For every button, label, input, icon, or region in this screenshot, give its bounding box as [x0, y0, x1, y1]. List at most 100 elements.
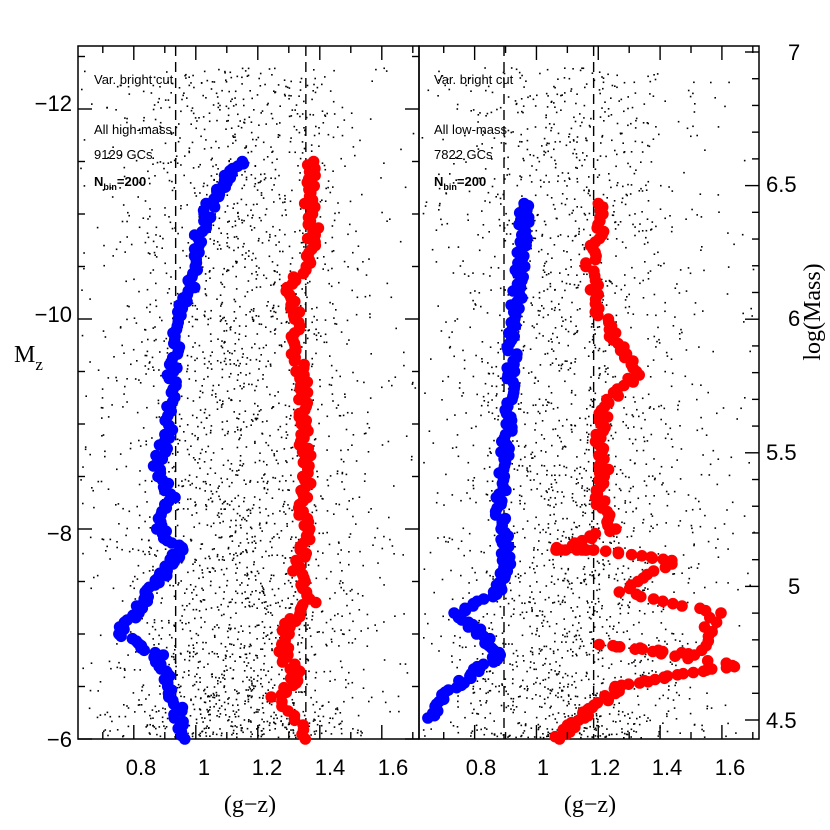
background-point — [356, 380, 359, 382]
background-point — [538, 160, 541, 163]
background-point — [588, 389, 590, 392]
background-point — [597, 652, 600, 654]
background-point — [226, 650, 228, 652]
background-point — [526, 148, 529, 151]
background-point — [598, 374, 601, 377]
background-point — [276, 271, 278, 273]
background-point — [362, 261, 364, 263]
background-point — [164, 214, 166, 216]
background-point — [307, 659, 310, 662]
background-point — [221, 558, 224, 561]
background-point — [520, 178, 522, 181]
background-point — [248, 116, 251, 118]
background-point — [329, 670, 332, 673]
background-point — [234, 530, 237, 532]
background-point — [203, 314, 206, 316]
background-point — [284, 233, 286, 236]
background-point — [259, 85, 262, 87]
background-point — [285, 572, 288, 575]
background-point — [273, 536, 275, 538]
background-point — [591, 736, 593, 738]
background-point — [629, 459, 632, 461]
background-point — [581, 477, 583, 479]
background-point — [676, 283, 678, 285]
background-point — [149, 215, 151, 218]
background-point — [231, 98, 233, 100]
background-point — [261, 477, 263, 479]
background-point — [481, 358, 483, 360]
background-point — [211, 628, 214, 631]
background-point — [234, 713, 236, 716]
background-point — [591, 72, 594, 74]
background-point — [284, 194, 286, 197]
background-point — [224, 678, 226, 680]
background-point — [519, 499, 521, 502]
background-point — [230, 725, 232, 727]
background-point — [380, 177, 382, 179]
background-point — [261, 590, 264, 592]
background-point — [391, 545, 394, 547]
background-point — [512, 668, 514, 671]
background-point — [348, 641, 350, 644]
background-point — [223, 670, 226, 672]
background-point — [281, 724, 284, 727]
background-point — [232, 142, 234, 144]
background-point — [546, 404, 548, 406]
background-point — [269, 434, 271, 437]
background-point — [211, 548, 214, 551]
background-point — [553, 85, 555, 88]
background-point — [236, 579, 238, 581]
background-point — [542, 736, 545, 739]
background-point — [606, 728, 608, 730]
background-point — [539, 179, 542, 182]
background-point — [572, 209, 574, 212]
background-point — [668, 685, 670, 687]
background-point — [235, 260, 237, 263]
background-point — [109, 558, 111, 560]
background-point — [199, 564, 201, 567]
background-point — [517, 573, 520, 575]
background-point — [337, 404, 340, 406]
background-point — [203, 701, 206, 703]
background-point — [502, 71, 505, 74]
background-point — [331, 393, 334, 395]
background-point — [564, 203, 567, 206]
background-point — [374, 624, 376, 626]
background-point — [550, 338, 552, 340]
background-point — [308, 545, 311, 548]
background-point — [199, 709, 202, 711]
background-point — [221, 368, 224, 371]
background-point — [570, 588, 573, 590]
background-point — [243, 104, 245, 107]
background-point — [590, 476, 592, 479]
background-point — [192, 655, 194, 658]
background-point — [647, 144, 649, 147]
background-point — [145, 354, 148, 357]
background-point — [271, 261, 274, 263]
background-point — [554, 474, 556, 476]
background-point — [615, 238, 618, 240]
background-point — [132, 692, 135, 694]
background-point — [295, 580, 297, 582]
background-point — [647, 603, 650, 605]
background-point — [155, 727, 157, 730]
background-point — [264, 607, 266, 609]
background-point — [346, 319, 349, 322]
background-point — [351, 289, 353, 292]
background-point — [622, 142, 624, 144]
background-point — [272, 283, 275, 286]
background-point — [458, 387, 461, 389]
background-point — [299, 172, 301, 174]
background-point — [243, 219, 245, 222]
background-point — [211, 157, 213, 160]
background-point — [141, 686, 144, 688]
background-point — [284, 726, 286, 729]
background-point — [561, 193, 564, 195]
background-point — [489, 712, 492, 715]
background-point — [274, 270, 276, 273]
background-point — [513, 599, 516, 602]
background-point — [531, 610, 533, 613]
background-point — [594, 346, 597, 349]
background-point — [287, 504, 289, 506]
background-point — [475, 425, 477, 428]
